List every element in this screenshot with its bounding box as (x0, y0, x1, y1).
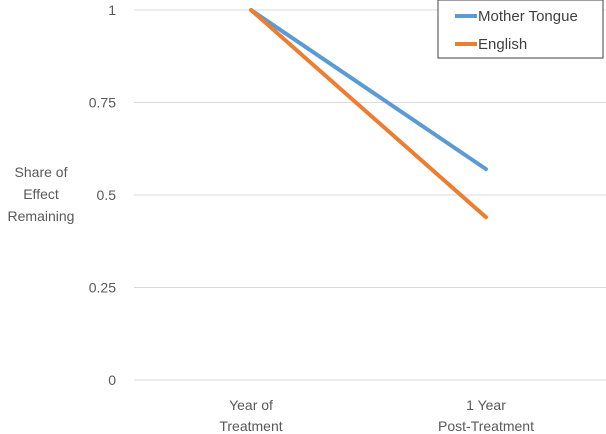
legend-label: Mother Tongue (478, 8, 578, 25)
x-tick-label-line: Post-Treatment (438, 418, 534, 434)
x-tick-label-line: Year of (229, 397, 273, 413)
x-tick-label: 1 Year Post-Treatment (438, 397, 534, 434)
series-line-mother-tongue (249, 8, 488, 172)
x-tick-label-line: 1 Year (466, 397, 506, 413)
y-tick-label: 0.75 (89, 95, 116, 111)
x-axis-ticks: Year of Treatment 1 Year Post-Treatment (219, 397, 534, 434)
series-lines (249, 8, 488, 220)
y-tick-label: 0 (108, 372, 116, 388)
y-tick-label: 1 (108, 2, 116, 18)
y-axis-title-line: Share of (15, 164, 68, 180)
legend: Mother Tongue English (437, 0, 604, 59)
y-axis-ticks: 0 0.25 0.5 0.75 1 (89, 2, 116, 388)
series-line-english (249, 8, 488, 220)
y-axis-title-line: Remaining (8, 208, 75, 224)
y-axis-label: Share of Effect Remaining (8, 164, 75, 224)
gridlines (134, 9, 606, 381)
y-axis-title-line: Effect (23, 186, 59, 202)
legend-box (437, 0, 604, 59)
y-tick-label: 0.25 (89, 280, 116, 296)
x-tick-label-line: Treatment (219, 418, 282, 434)
y-axis-title: Share of Effect Remaining (8, 164, 75, 224)
legend-label: English (478, 36, 527, 53)
x-tick-label: Year of Treatment (219, 397, 282, 434)
y-tick-label: 0.5 (97, 187, 117, 203)
